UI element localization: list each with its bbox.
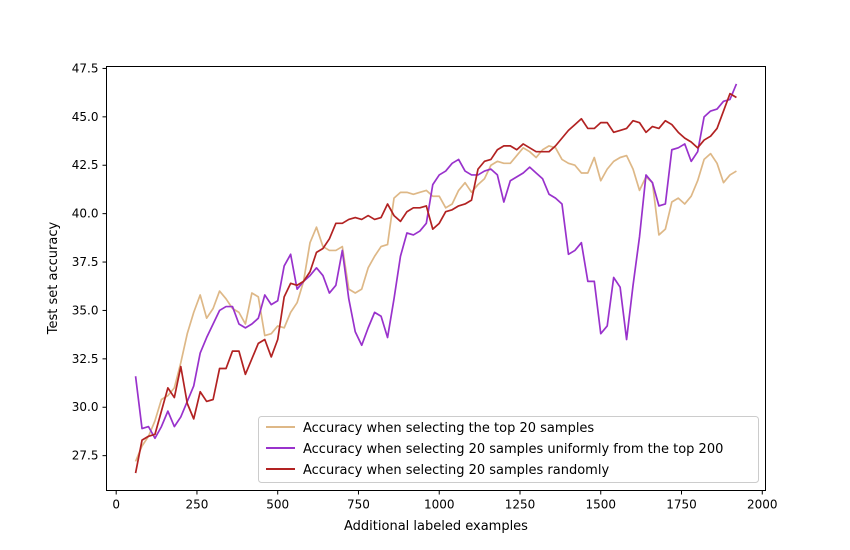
y-tick-label: 27.5 (72, 449, 99, 463)
y-tick-label: 35.0 (72, 303, 99, 317)
y-tick-label: 40.0 (72, 207, 99, 221)
legend-label-top20: Accuracy when selecting the top 20 sampl… (303, 421, 594, 436)
legend-box (258, 416, 759, 483)
y-tick-label: 45.0 (72, 110, 99, 124)
legend-label-random: Accuracy when selecting 20 samples rando… (303, 463, 609, 478)
y-axis-label: Test set accuracy (46, 222, 61, 336)
x-tick-label: 1750 (666, 498, 697, 512)
plot-area-frame (106, 66, 766, 491)
x-tick-label: 2000 (747, 498, 778, 512)
series-line-uniform-top200 (134, 83, 738, 440)
x-axis: 0 250 500 750 1000 1250 1500 1750 2000 (112, 490, 778, 512)
x-tick-label: 250 (185, 498, 208, 512)
x-axis-label: Additional labeled examples (344, 519, 528, 534)
x-tick-label: 0 (112, 498, 120, 512)
y-axis: 27.5 30.0 32.5 35.0 37.5 40.0 42.5 45.0 47.5 (72, 61, 107, 463)
y-tick-label: 30.0 (72, 400, 99, 414)
x-tick-label: 750 (347, 498, 370, 512)
x-tick-label: 500 (266, 498, 289, 512)
y-tick-label: 32.5 (72, 352, 99, 366)
series-layer (134, 83, 738, 474)
y-tick-label: 42.5 (72, 158, 99, 172)
x-tick-label: 1250 (505, 498, 536, 512)
x-tick-label: 1000 (424, 498, 455, 512)
series-line-random (134, 92, 737, 474)
x-tick-label: 1500 (585, 498, 616, 512)
series-line-top20 (134, 145, 737, 462)
legend-label-uniform-top200: Accuracy when selecting 20 samples unifo… (303, 442, 723, 457)
y-tick-label: 47.5 (72, 61, 99, 75)
y-tick-label: 37.5 (72, 255, 99, 269)
legend: Accuracy when selecting the top 20 sampl… (258, 416, 759, 483)
